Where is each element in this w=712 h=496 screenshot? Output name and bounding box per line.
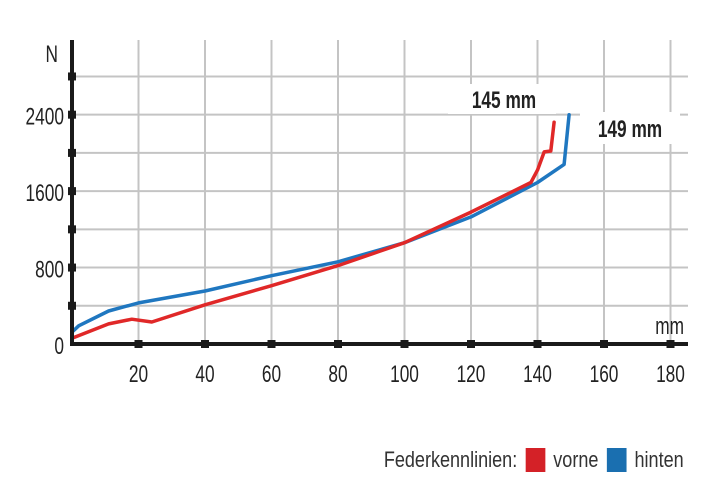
y-tick-marker [68, 225, 76, 234]
annotation-bg [448, 84, 556, 114]
x-tick-label: 20 [129, 361, 148, 387]
x-tick-label: 160 [590, 361, 619, 387]
annotations: 145 mm 149 mm [448, 84, 680, 144]
legend-label-hinten: hinten [634, 447, 684, 472]
y-tick-marker [68, 72, 76, 81]
y-tick-marker [68, 301, 76, 310]
y-tick-marker [68, 263, 76, 272]
y-axis-unit: N [46, 41, 58, 67]
x-tick-marker [267, 340, 276, 348]
x-tick-marker [400, 340, 409, 348]
annotation-145mm: 145 mm [472, 87, 536, 113]
series-lines [70, 112, 571, 341]
x-tick-marker [666, 340, 675, 348]
x-tick-marker [467, 340, 475, 348]
tick-labels: 0 800 1600 2400 20 40 60 80 100 120 140 160 180 Nmm [26, 41, 685, 387]
y-tick-marker [68, 110, 76, 119]
legend-swatch-vorne [525, 448, 546, 472]
legend-swatch-hinten [606, 448, 627, 472]
series-hinten [70, 112, 571, 334]
legend-title: Federkennlinien: [384, 447, 518, 472]
series-vorne [70, 120, 556, 341]
y-tick-marker [68, 187, 76, 196]
y-tick-marker [68, 148, 76, 157]
x-axis-unit: mm [655, 313, 684, 339]
x-tick-marker [201, 340, 209, 348]
legend: Federkennlinien: vorne hinten [384, 447, 684, 473]
x-tick-marker [533, 340, 542, 348]
x-tick-label: 60 [262, 361, 281, 387]
annotation-149mm: 149 mm [598, 116, 662, 142]
annotation-bg [580, 112, 680, 144]
x-tick-marker [334, 340, 342, 348]
x-tick-label: 140 [523, 361, 552, 387]
y-tick-label: 1600 [26, 180, 64, 206]
legend-label-vorne: vorne [553, 447, 599, 472]
x-tick-label: 40 [195, 361, 214, 387]
x-tick-marker [134, 340, 143, 348]
y-tick-label: 0 [54, 333, 64, 359]
x-tick-label: 120 [457, 361, 486, 387]
axes [68, 40, 688, 348]
x-tick-label: 80 [328, 361, 347, 387]
y-tick-label: 2400 [26, 104, 64, 130]
x-tick-label: 180 [656, 361, 685, 387]
x-tick-marker [600, 340, 608, 348]
grid [72, 40, 688, 344]
x-tick-label: 100 [390, 361, 419, 387]
y-tick-label: 800 [35, 257, 64, 283]
